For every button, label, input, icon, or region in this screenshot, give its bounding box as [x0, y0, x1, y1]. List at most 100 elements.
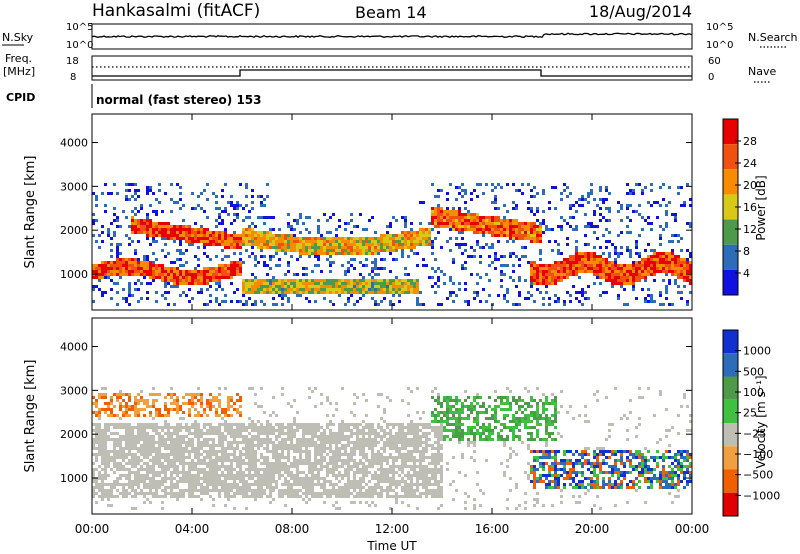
- heatmap-cell: [365, 288, 368, 291]
- heatmap-cell: [317, 477, 320, 480]
- heatmap-cell: [104, 411, 107, 414]
- heatmap-cell: [140, 444, 143, 447]
- heatmap-cell: [266, 483, 269, 486]
- heatmap-cell: [92, 468, 95, 471]
- heatmap-cell: [416, 285, 419, 288]
- heatmap-cell: [512, 270, 515, 273]
- heatmap-cell: [563, 183, 566, 186]
- heatmap-cell: [509, 219, 512, 222]
- heatmap-cell: [308, 255, 311, 258]
- heatmap-cell: [653, 258, 656, 261]
- heatmap-cell: [206, 183, 209, 186]
- heatmap-cell: [257, 447, 260, 450]
- heatmap-cell: [383, 288, 386, 291]
- heatmap-cell: [104, 468, 107, 471]
- heatmap-cell: [260, 462, 263, 465]
- heatmap-cell: [668, 261, 671, 264]
- heatmap-cell: [209, 393, 212, 396]
- heatmap-cell: [200, 483, 203, 486]
- heatmap-cell: [404, 231, 407, 234]
- heatmap-cell: [452, 222, 455, 225]
- heatmap-cell: [233, 273, 236, 276]
- heatmap-cell: [149, 261, 152, 264]
- heatmap-cell: [152, 270, 155, 273]
- heatmap-cell: [230, 474, 233, 477]
- heatmap-cell: [263, 426, 266, 429]
- heatmap-cell: [368, 240, 371, 243]
- heatmap-cell: [365, 291, 368, 294]
- heatmap-cell: [113, 480, 116, 483]
- heatmap-cell: [506, 222, 509, 225]
- heatmap-cell: [110, 237, 113, 240]
- heatmap-cell: [137, 393, 140, 396]
- heatmap-cell: [251, 474, 254, 477]
- heatmap-cell: [329, 480, 332, 483]
- heatmap-cell: [92, 219, 95, 222]
- heatmap-cell: [125, 477, 128, 480]
- heatmap-cell: [206, 450, 209, 453]
- heatmap-cell: [569, 273, 572, 276]
- heatmap-cell: [116, 249, 119, 252]
- heatmap-cell: [662, 198, 665, 201]
- heatmap-cell: [617, 201, 620, 204]
- heatmap-cell: [569, 192, 572, 195]
- heatmap-cell: [233, 252, 236, 255]
- heatmap-cell: [359, 246, 362, 249]
- heatmap-cell: [128, 291, 131, 294]
- heatmap-cell: [263, 285, 266, 288]
- heatmap-cell: [314, 453, 317, 456]
- heatmap-cell: [545, 267, 548, 270]
- heatmap-cell: [344, 279, 347, 282]
- heatmap-cell: [212, 237, 215, 240]
- heatmap-cell: [272, 396, 275, 399]
- heatmap-cell: [230, 300, 233, 303]
- heatmap-cell: [179, 429, 182, 432]
- heatmap-cell: [236, 444, 239, 447]
- heatmap-cell: [233, 246, 236, 249]
- heatmap-cell: [317, 495, 320, 498]
- heatmap-cell: [182, 495, 185, 498]
- heatmap-cell: [155, 276, 158, 279]
- heatmap-cell: [98, 450, 101, 453]
- heatmap-cell: [230, 264, 233, 267]
- heatmap-cell: [662, 267, 665, 270]
- heatmap-cell: [518, 279, 521, 282]
- heatmap-cell: [140, 267, 143, 270]
- heatmap-cell: [242, 303, 245, 306]
- heatmap-cell: [329, 447, 332, 450]
- heatmap-cell: [296, 429, 299, 432]
- heatmap-cell: [530, 267, 533, 270]
- heatmap-cell: [110, 438, 113, 441]
- heatmap-cell: [119, 444, 122, 447]
- heatmap-cell: [641, 192, 644, 195]
- heatmap-cell: [392, 285, 395, 288]
- heatmap-cell: [521, 231, 524, 234]
- heatmap-cell: [311, 237, 314, 240]
- heatmap-cell: [524, 279, 527, 282]
- heatmap-cell: [203, 456, 206, 459]
- heatmap-cell: [590, 255, 593, 258]
- heatmap-cell: [101, 438, 104, 441]
- heatmap-cell: [266, 465, 269, 468]
- heatmap-cell: [320, 483, 323, 486]
- heatmap-cell: [197, 414, 200, 417]
- heatmap-cell: [227, 489, 230, 492]
- heatmap-cell: [263, 261, 266, 264]
- heatmap-cell: [152, 267, 155, 270]
- heatmap-cell: [335, 438, 338, 441]
- heatmap-cell: [269, 426, 272, 429]
- heatmap-cell: [299, 249, 302, 252]
- heatmap-cell: [350, 264, 353, 267]
- heatmap-cell: [251, 228, 254, 231]
- heatmap-cell: [275, 240, 278, 243]
- heatmap-cell: [260, 426, 263, 429]
- heatmap-cell: [665, 225, 668, 228]
- heatmap-cell: [344, 444, 347, 447]
- heatmap-cell: [413, 288, 416, 291]
- heatmap-cell: [659, 258, 662, 261]
- heatmap-cell: [512, 231, 515, 234]
- heatmap-cell: [677, 240, 680, 243]
- heatmap-cell: [230, 399, 233, 402]
- heatmap-cell: [254, 285, 257, 288]
- heatmap-cell: [629, 189, 632, 192]
